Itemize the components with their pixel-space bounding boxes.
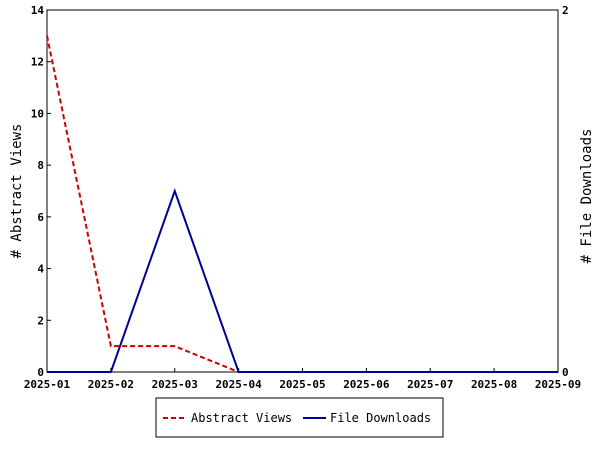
y2-tick-label: 0 — [562, 366, 569, 379]
series-line-file-downloads — [47, 187, 558, 373]
y2-tick-label: 2 — [562, 4, 569, 17]
legend: Abstract Views File Downloads — [155, 397, 444, 438]
x-tick-label: 2025-04 — [215, 378, 262, 391]
y-tick-label: 14 — [31, 4, 45, 17]
y-tick-label: 6 — [37, 211, 44, 224]
x-tick-label: 2025-07 — [407, 378, 453, 391]
x-tick-label: 2025-05 — [279, 378, 325, 391]
y-tick-label: 4 — [37, 263, 44, 276]
y-tick-label: 12 — [31, 56, 44, 69]
y2-axis-title: # File Downloads — [579, 129, 595, 264]
legend-label-file-downloads: File Downloads — [330, 411, 431, 425]
y-tick-label: 2 — [37, 314, 44, 327]
series-layer — [46, 35, 558, 373]
x-tick-label: 2025-09 — [535, 378, 581, 391]
plot-area — [46, 9, 559, 373]
x-tick-label: 2025-08 — [471, 378, 517, 391]
x-tick-label: 2025-03 — [152, 378, 198, 391]
x-axis-ticks: 2025-01 2025-02 2025-03 2025-04 2025-05 2025-… — [24, 368, 581, 391]
y-tick-label: 8 — [37, 159, 44, 172]
legend-label-abstract-views: Abstract Views — [191, 411, 292, 425]
x-tick-label: 2025-06 — [343, 378, 390, 391]
y-tick-label: 0 — [37, 366, 44, 379]
legend-box — [155, 397, 444, 438]
x-tick-label: 2025-02 — [88, 378, 134, 391]
y-axis-title: # Abstract Views — [9, 124, 25, 259]
y-axis-ticks: 0 2 4 6 8 10 12 14 — [31, 4, 51, 379]
x-tick-label: 2025-01 — [24, 378, 71, 391]
y-tick-label: 10 — [31, 107, 44, 120]
